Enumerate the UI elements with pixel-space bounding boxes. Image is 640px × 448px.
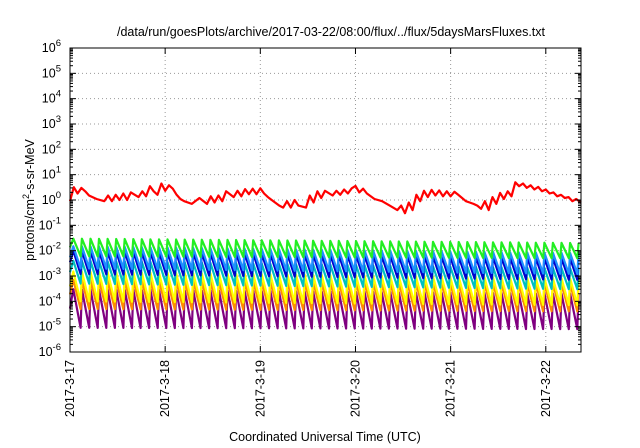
y-tick-label: 102: [42, 139, 61, 156]
y-tick-label-exp: -6: [53, 342, 61, 353]
y-tick-label: 10-5: [39, 317, 61, 334]
y-tick-label-base: 10: [39, 269, 53, 283]
y-tick-label-exp: 6: [56, 38, 61, 49]
y-tick-label-base: 10: [39, 244, 53, 258]
series-line: [68, 181, 582, 215]
x-tick-label: 2017-3-18: [158, 360, 172, 417]
y-tick-label-base: 10: [42, 41, 56, 55]
y-tick-label-base: 10: [39, 218, 53, 232]
y-tick-label-base: 10: [39, 320, 53, 334]
y-tick-label-exp: 5: [56, 63, 61, 74]
x-axis-label: Coordinated Universal Time (UTC): [229, 430, 421, 444]
y-axis-label: protons/cm2-s-sr-MeV: [21, 138, 37, 260]
y-tick-label-exp: -1: [53, 215, 61, 226]
y-tick-label-exp: -4: [53, 291, 61, 302]
series-line: [68, 278, 580, 313]
y-tick-label-base: 10: [42, 193, 56, 207]
y-tick-label: 10-1: [39, 215, 61, 232]
x-tick-label: 2017-3-22: [539, 360, 553, 417]
y-tick-label-base: 10: [42, 117, 56, 131]
series-line: [68, 259, 580, 291]
y-tick-label: 105: [42, 63, 61, 80]
x-tick-label: 2017-3-21: [444, 360, 458, 417]
y-tick-label-base: 10: [42, 92, 56, 106]
y-tick-label: 106: [42, 38, 61, 55]
x-tick-label: 2017-3-17: [63, 360, 77, 417]
series-line: [68, 288, 580, 331]
y-tick-label-base: 10: [39, 345, 53, 359]
y-tick-label: 101: [42, 165, 61, 182]
grid-lines: [70, 48, 581, 352]
y-axis-label-rest: -s-sr-MeV: [23, 138, 37, 194]
series-line: [68, 249, 580, 281]
y-tick-label: 103: [42, 114, 61, 131]
y-tick-label-exp: 1: [56, 165, 61, 176]
y-tick-label-base: 10: [42, 142, 56, 156]
y-tick-label: 10-6: [39, 342, 61, 359]
y-tick-label: 10-2: [39, 241, 61, 258]
chart-title: /data/run/goesPlots/archive/2017-03-22/0…: [117, 25, 546, 39]
y-tick-label-base: 10: [42, 66, 56, 80]
y-tick-label: 10-3: [39, 266, 61, 283]
y-tick-label-exp: 0: [56, 190, 61, 201]
data-series: [68, 181, 582, 331]
y-tick-label-base: 10: [42, 168, 56, 182]
y-tick-label-exp: 2: [56, 139, 61, 150]
x-axis-ticks: 2017-3-17 2017-3-18 2017-3-19 2017-3-20 2017…: [63, 48, 553, 417]
y-tick-label-exp: -2: [53, 241, 61, 252]
y-tick-label: 104: [42, 89, 61, 106]
y-tick-label-exp: -3: [53, 266, 61, 277]
y-tick-label-exp: -5: [53, 317, 61, 328]
y-tick-label-exp: 4: [56, 89, 61, 100]
series-line: [68, 270, 580, 307]
y-tick-label: 100: [42, 190, 61, 207]
y-axis-ticks: 10-610-510-410-310-210-11001011021031041…: [39, 38, 581, 359]
series-line: [68, 237, 580, 260]
y-tick-label: 10-4: [39, 291, 61, 308]
y-tick-label-exp: 3: [56, 114, 61, 125]
y-axis-label-base: protons/cm: [23, 199, 37, 261]
x-tick-label: 2017-3-20: [348, 360, 362, 417]
series-line: [68, 245, 580, 275]
x-tick-label: 2017-3-19: [253, 360, 267, 417]
y-axis-label-sup: 2: [21, 194, 31, 199]
y-tick-label-base: 10: [39, 294, 53, 308]
